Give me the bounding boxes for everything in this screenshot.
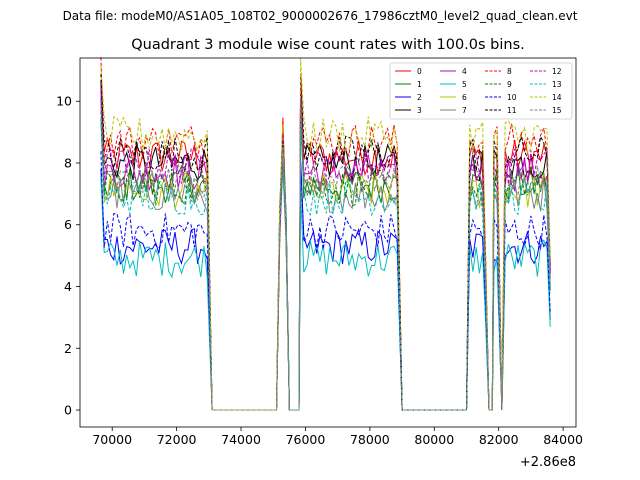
x-offset-label: +2.86e8 bbox=[520, 455, 576, 470]
axes-frame bbox=[79, 57, 577, 428]
legend-label-5: 5 bbox=[462, 80, 467, 89]
legend-label-8: 8 bbox=[507, 67, 512, 76]
x-tick-label: 76000 bbox=[286, 432, 326, 447]
series-line-13 bbox=[100, 119, 551, 411]
series-line-6 bbox=[100, 119, 551, 411]
legend-label-13: 13 bbox=[552, 80, 562, 89]
legend-label-11: 11 bbox=[507, 106, 517, 115]
legend-label-2: 2 bbox=[417, 93, 422, 102]
series-line-14 bbox=[100, 58, 551, 411]
x-tick-label: 84000 bbox=[543, 432, 583, 447]
legend-label-7: 7 bbox=[462, 106, 467, 115]
data-file-suptitle: Data file: modeM0/AS1A05_108T02_90000026… bbox=[63, 9, 578, 23]
legend-label-4: 4 bbox=[462, 67, 467, 76]
series-line-9 bbox=[100, 111, 551, 411]
y-tick-label: 0 bbox=[64, 403, 72, 418]
series-line-11 bbox=[100, 73, 551, 411]
y-tick-label: 10 bbox=[56, 94, 72, 109]
x-axis: 70000 72000 74000 76000 78000 80000 82000 84000 bbox=[92, 427, 583, 447]
legend-label-15: 15 bbox=[552, 106, 562, 115]
y-tick-label: 4 bbox=[64, 279, 72, 294]
x-tick-label: 78000 bbox=[350, 432, 390, 447]
y-tick-label: 6 bbox=[64, 217, 72, 232]
legend-label-6: 6 bbox=[462, 93, 467, 102]
y-tick-label: 2 bbox=[64, 341, 72, 356]
x-tick-label: 82000 bbox=[479, 432, 519, 447]
y-tick-label: 8 bbox=[64, 155, 72, 170]
series-lines bbox=[100, 57, 551, 411]
series-line-10 bbox=[100, 141, 551, 411]
series-line-7 bbox=[100, 108, 551, 411]
x-tick-label: 80000 bbox=[414, 432, 454, 447]
x-tick-label: 72000 bbox=[157, 432, 197, 447]
y-axis: 0 2 4 6 8 10 bbox=[56, 94, 80, 418]
legend-label-9: 9 bbox=[507, 80, 512, 89]
series-line-5 bbox=[100, 167, 551, 411]
legend-label-12: 12 bbox=[552, 67, 562, 76]
legend-label-0: 0 bbox=[417, 67, 422, 76]
legend-label-1: 1 bbox=[417, 80, 422, 89]
series-line-15 bbox=[100, 98, 551, 411]
legend-box bbox=[389, 62, 573, 120]
legend-label-14: 14 bbox=[552, 93, 562, 102]
chart-title: Quadrant 3 module wise count rates with … bbox=[131, 37, 525, 53]
series-line-2 bbox=[100, 156, 551, 411]
legend-label-10: 10 bbox=[507, 93, 517, 102]
x-tick-label: 74000 bbox=[221, 432, 261, 447]
x-tick-label: 70000 bbox=[92, 432, 132, 447]
legend-label-3: 3 bbox=[417, 106, 422, 115]
series-line-12 bbox=[100, 83, 551, 411]
